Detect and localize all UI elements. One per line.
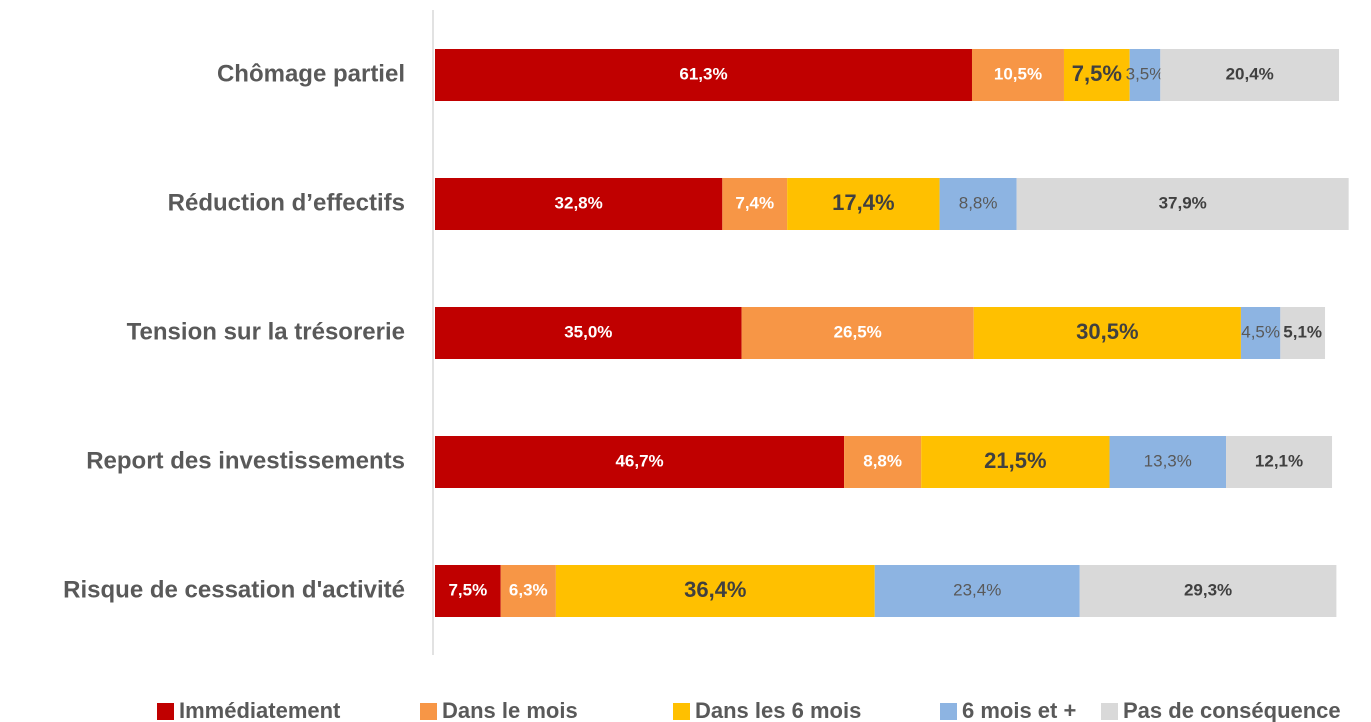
bar-segment	[1280, 307, 1326, 359]
data-label: 8,8%	[863, 451, 902, 470]
y-tick-label: Tension sur la trésorerie	[127, 318, 405, 345]
data-label: 6,3%	[509, 580, 548, 599]
legend-swatch	[420, 703, 437, 720]
data-label: 8,8%	[959, 193, 998, 212]
bar-segment	[435, 436, 845, 488]
bar-segment	[921, 436, 1110, 488]
bar-segment	[844, 436, 922, 488]
data-label: 61,3%	[679, 64, 727, 83]
bar-segment	[435, 307, 742, 359]
data-label: 10,5%	[994, 64, 1042, 83]
bar-segment	[722, 178, 788, 230]
data-label: 37,9%	[1159, 193, 1207, 212]
bar-segment	[973, 307, 1241, 359]
bar-segment	[1016, 178, 1349, 230]
legend-swatch	[1101, 703, 1118, 720]
bar-segment	[971, 49, 1064, 101]
bar-segment	[435, 565, 501, 617]
bar-segment	[500, 565, 556, 617]
data-label: 7,5%	[448, 580, 487, 599]
data-label: 30,5%	[1076, 319, 1138, 344]
legend-label: Immédiatement	[179, 698, 341, 722]
data-label: 26,5%	[834, 322, 882, 341]
legend-label: Dans les 6 mois	[695, 698, 861, 722]
bar-segment	[435, 178, 723, 230]
legend-label: Pas de conséquence	[1123, 698, 1341, 722]
data-label: 32,8%	[555, 193, 603, 212]
bar-segment	[1160, 49, 1340, 101]
legend-label: Dans le mois	[442, 698, 578, 722]
bar-segment	[939, 178, 1017, 230]
data-label: 7,5%	[1072, 61, 1122, 86]
data-label: 17,4%	[832, 190, 894, 215]
bar-segment	[1109, 436, 1227, 488]
data-label: 46,7%	[615, 451, 663, 470]
data-label: 4,5%	[1241, 322, 1280, 341]
legend-swatch	[673, 703, 690, 720]
bar-segment	[787, 178, 940, 230]
data-label: 7,4%	[735, 193, 774, 212]
bar-segment	[741, 307, 974, 359]
data-label: 36,4%	[684, 577, 746, 602]
y-tick-label: Réduction d’effectifs	[168, 189, 405, 216]
bar-segment	[874, 565, 1080, 617]
data-label: 3,5%	[1126, 64, 1165, 83]
data-label: 35,0%	[564, 322, 612, 341]
y-tick-label: Risque de cessation d'activité	[63, 576, 405, 603]
legend-swatch	[940, 703, 957, 720]
bar-segment	[1129, 49, 1161, 101]
legend-label: 6 mois et +	[962, 698, 1076, 722]
bar-segment	[435, 49, 972, 101]
data-label: 21,5%	[984, 448, 1046, 473]
data-label: 23,4%	[953, 580, 1001, 599]
bar-segment	[1226, 436, 1333, 488]
bar-segment	[1240, 307, 1281, 359]
data-label: 13,3%	[1144, 451, 1192, 470]
data-label: 29,3%	[1184, 580, 1232, 599]
data-label: 12,1%	[1255, 451, 1303, 470]
data-label: 5,1%	[1283, 322, 1322, 341]
y-tick-label: Report des investissements	[86, 447, 405, 474]
bar-segment	[555, 565, 875, 617]
bar-segment	[1063, 49, 1130, 101]
y-tick-label: Chômage partiel	[217, 60, 405, 87]
data-label: 20,4%	[1226, 64, 1274, 83]
bar-segment	[1079, 565, 1337, 617]
legend-swatch	[157, 703, 174, 720]
